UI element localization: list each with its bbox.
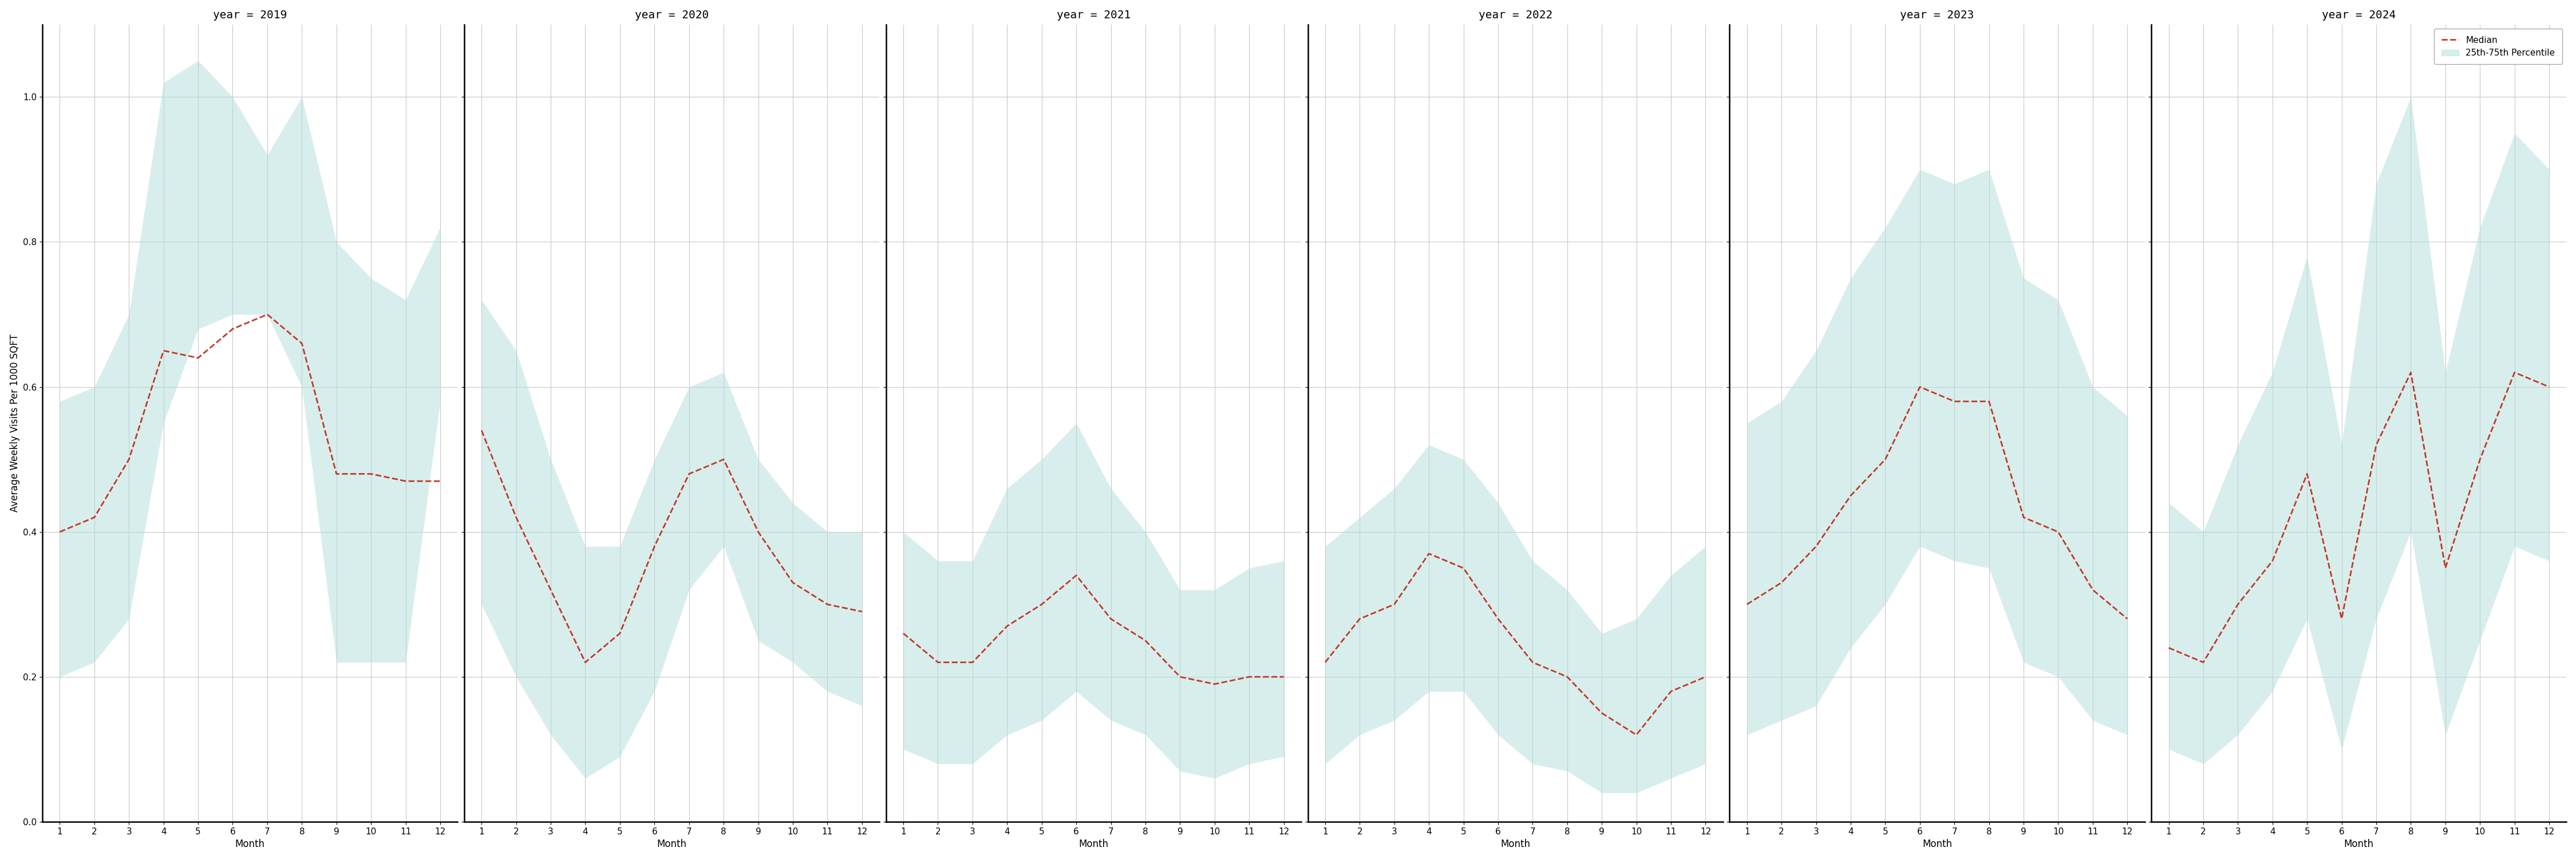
Title: year = 2019: year = 2019 (214, 9, 286, 21)
Title: year = 2021: year = 2021 (1056, 9, 1131, 21)
Legend: Median, 25th-75th Percentile: Median, 25th-75th Percentile (2434, 29, 2563, 64)
X-axis label: Month: Month (1079, 839, 1108, 850)
X-axis label: Month: Month (1499, 839, 1530, 850)
X-axis label: Month: Month (234, 839, 265, 850)
Title: year = 2023: year = 2023 (1901, 9, 1973, 21)
Title: year = 2022: year = 2022 (1479, 9, 1553, 21)
X-axis label: Month: Month (2344, 839, 2375, 850)
Y-axis label: Average Weekly Visits Per 1000 SQFT: Average Weekly Visits Per 1000 SQFT (10, 334, 21, 512)
X-axis label: Month: Month (1922, 839, 1953, 850)
Title: year = 2024: year = 2024 (2321, 9, 2396, 21)
X-axis label: Month: Month (657, 839, 688, 850)
Title: year = 2020: year = 2020 (634, 9, 708, 21)
